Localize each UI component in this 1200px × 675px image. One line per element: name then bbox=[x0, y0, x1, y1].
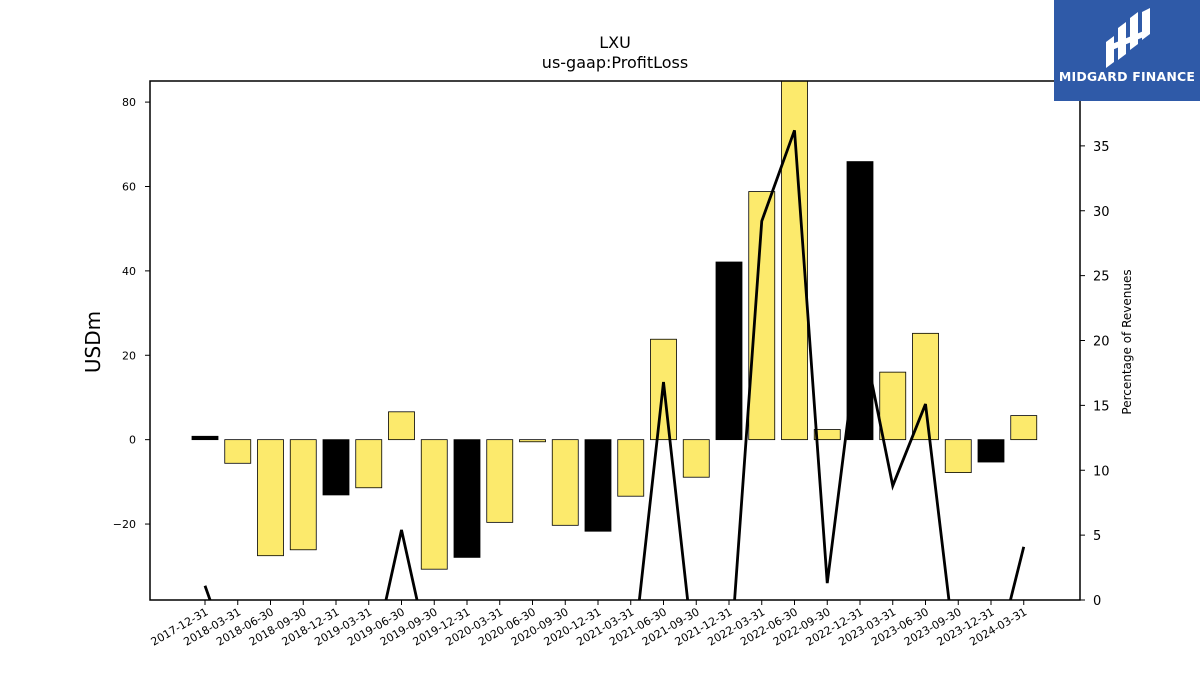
y-tick-label: 80 bbox=[122, 96, 136, 109]
y2-tick-label: 20 bbox=[1093, 335, 1110, 350]
plot-frame bbox=[149, 80, 1081, 601]
y2-tick-label: 25 bbox=[1093, 270, 1110, 285]
bar-2020-03-31 bbox=[486, 439, 514, 523]
y-tick-label: 60 bbox=[122, 180, 136, 193]
y-tick-label: 20 bbox=[122, 349, 136, 362]
axes-group: −20020406080051015202530352017-12-312018… bbox=[113, 96, 1110, 648]
bar-2020-12-31 bbox=[584, 439, 612, 532]
midgard-finance-logo: MIDGARD FINANCE bbox=[1054, 0, 1200, 101]
y-tick-label: 0 bbox=[129, 434, 136, 447]
bar-2021-09-30 bbox=[682, 439, 710, 478]
y2-tick-label: 15 bbox=[1093, 399, 1110, 414]
bar-2023-06-30 bbox=[912, 332, 939, 441]
y2-tick-label: 0 bbox=[1093, 594, 1101, 609]
percent-of-revenues-line bbox=[203, 129, 1026, 600]
bar-2019-06-30 bbox=[388, 411, 415, 441]
bar-2023-12-31 bbox=[977, 439, 1005, 463]
bar-2019-09-30 bbox=[420, 439, 448, 570]
bar-2018-09-30 bbox=[289, 439, 317, 551]
bar-2021-03-31 bbox=[617, 439, 645, 497]
bar-2019-03-31 bbox=[355, 439, 383, 489]
chart-title: LXU bbox=[599, 33, 631, 52]
y2-axis-label: Percentage of Revenues bbox=[1120, 269, 1134, 414]
y2-tick-label: 30 bbox=[1093, 205, 1110, 220]
chart-subtitle: us-gaap:ProfitLoss bbox=[542, 53, 688, 72]
y2-tick-label: 5 bbox=[1093, 529, 1101, 544]
y-tick-label: −20 bbox=[113, 518, 136, 531]
bar-2017-12-31 bbox=[191, 435, 219, 441]
bar-2019-12-31 bbox=[453, 439, 481, 558]
bar-2018-03-31 bbox=[224, 439, 252, 464]
bar-2023-09-30 bbox=[944, 439, 972, 473]
bar-2024-03-31 bbox=[1010, 415, 1038, 441]
logo-text: MIDGARD FINANCE bbox=[1058, 69, 1196, 84]
bar-2020-06-30 bbox=[519, 439, 546, 443]
y-tick-label: 40 bbox=[122, 265, 136, 278]
y-axis-label: USDm bbox=[81, 311, 105, 373]
bar-2023-03-31 bbox=[879, 371, 907, 441]
percent-line-group bbox=[203, 129, 1026, 600]
y2-tick-label: 35 bbox=[1093, 140, 1110, 155]
bar-2020-09-30 bbox=[551, 439, 579, 526]
y2-tick-label: 10 bbox=[1093, 464, 1110, 479]
bar-2021-12-31 bbox=[715, 261, 743, 441]
bar-2018-12-31 bbox=[322, 439, 350, 496]
logo-mark-icon bbox=[1106, 8, 1150, 68]
bars-group bbox=[191, 80, 1038, 570]
bar-2022-09-30 bbox=[813, 429, 841, 441]
bar-2018-06-30 bbox=[257, 439, 284, 557]
